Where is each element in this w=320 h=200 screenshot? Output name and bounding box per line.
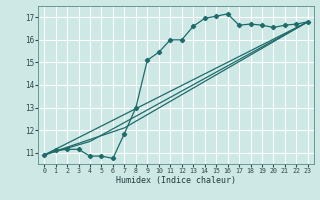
X-axis label: Humidex (Indice chaleur): Humidex (Indice chaleur) xyxy=(116,176,236,185)
